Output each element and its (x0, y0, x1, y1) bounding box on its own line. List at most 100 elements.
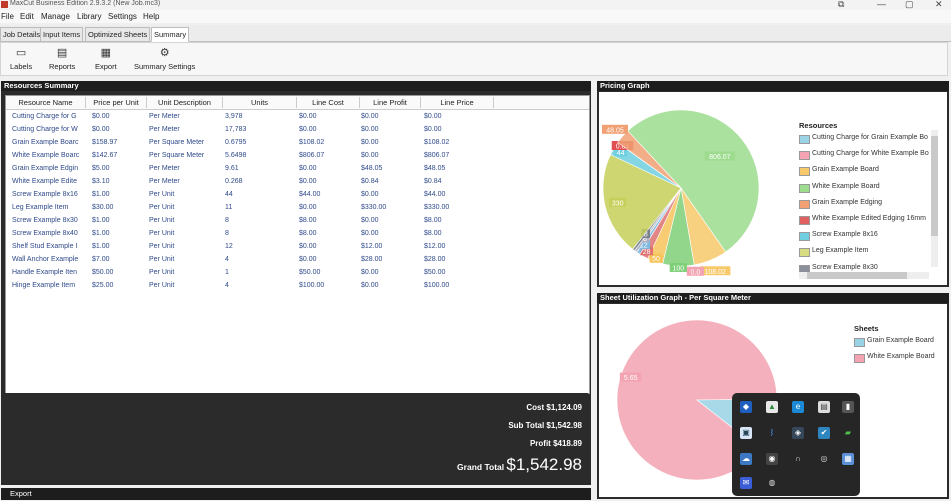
label-text: 50 (652, 256, 660, 263)
clipboard-icon[interactable]: ▤ (818, 401, 830, 413)
label-box (609, 197, 627, 207)
close-button[interactable]: ✕ (935, 0, 943, 9)
tab-input-items[interactable]: Input Items (40, 27, 84, 42)
label-box (637, 239, 651, 249)
pie-data-label: 330 (609, 197, 627, 207)
cell-unit-description: Per Unit (149, 204, 175, 211)
legend-scroll-thumb[interactable] (931, 136, 938, 236)
reports-button[interactable]: ▤ Reports (49, 47, 75, 71)
legend-scrollbar-horizontal[interactable] (799, 272, 929, 279)
legend-label: White Example Edited Edging 16mm (812, 215, 926, 222)
pie-slice[interactable] (602, 154, 682, 250)
legend-swatch (799, 151, 810, 161)
table-row[interactable]: Leg Example Item $30.00 Per Unit 11 $0.00 $33… (6, 202, 589, 215)
menu-settings[interactable]: Settings (108, 12, 137, 21)
legend-label: Screw Example 8x30 (812, 263, 878, 271)
legend-hscroll-thumb[interactable] (807, 272, 907, 279)
table-row[interactable]: Grain Example Edgin $5.00 Per Meter 9.61 $0.… (6, 163, 589, 176)
cell-line-profit: $12.00 (361, 243, 383, 250)
legend-swatch (799, 135, 810, 144)
edge-icon[interactable]: e (792, 401, 804, 413)
col-units[interactable]: Units (223, 97, 297, 108)
cell-line-profit: $0.84 (361, 178, 379, 185)
menu-manage[interactable]: Manage (41, 12, 70, 21)
summary-settings-label: Summary Settings (134, 62, 196, 71)
headset-icon[interactable]: ∩ (792, 453, 804, 465)
table-row[interactable]: Handle Example Iten $50.00 Per Unit 1 $50.00… (6, 267, 589, 280)
mail-icon[interactable]: ✉ (740, 477, 752, 489)
legend-swatch (854, 338, 865, 347)
cell-unit-description: Per Meter (149, 126, 180, 133)
toolbar: ▭ Labels ▤ Reports ▦ Export ⚙ Summary Se… (0, 42, 948, 76)
label-text: 12 (640, 242, 648, 249)
cell-line-cost: $0.00 (299, 165, 317, 172)
label-box (699, 266, 731, 276)
pricing-graph-canvas: 806.07 108.02 0.0 100 50 28 12 8 8 330 44 0.84 48.05… (599, 92, 947, 285)
util-legend: Sheets Grain Example Board White Example … (854, 324, 946, 384)
cell-unit-description: Per Meter (149, 178, 180, 185)
table-row[interactable]: Hinge Example Item $25.00 Per Unit 4 $100.00… (6, 280, 589, 293)
pricing-graph-panel: Pricing Graph 806.07 108.02 0.0 100 50 28 12 8 8… (597, 81, 949, 287)
bluetooth-icon[interactable]: ᛒ (766, 427, 778, 439)
defender-icon[interactable]: ◆ (740, 401, 752, 413)
cell-units: 12 (225, 243, 233, 250)
label-text: 0.0 (690, 269, 700, 276)
cell-line-price: $8.00 (424, 230, 442, 237)
drive-icon[interactable]: ▲ (766, 401, 778, 413)
pie-slice[interactable] (627, 109, 760, 253)
tab-job-details[interactable]: Job Details (0, 27, 44, 42)
legend-scrollbar-vertical[interactable] (931, 130, 938, 267)
menu-library[interactable]: Library (77, 12, 102, 21)
usb-icon[interactable]: ▮ (842, 401, 854, 413)
cell-resource-name: Wall Anchor Example (12, 256, 79, 263)
labels-label: Labels (10, 62, 33, 71)
col-line-profit[interactable]: Line Profit (360, 97, 421, 108)
battery-icon[interactable]: ▰ (842, 427, 854, 439)
table-row[interactable]: Wall Anchor Example $7.00 Per Unit 4 $0.00 $2… (6, 254, 589, 267)
table-header-row: Resource Name Price per Unit Unit Descri… (6, 96, 589, 110)
minimize-button[interactable]: — (877, 0, 886, 9)
tab-summary[interactable]: Summary (151, 27, 190, 42)
menu-file[interactable]: File (1, 12, 14, 21)
profit-label: Profit (529, 439, 551, 448)
display-icon[interactable]: ▣ (740, 427, 752, 439)
summary-settings-button[interactable]: ⚙ Summary Settings (134, 47, 195, 71)
folder-sync-icon[interactable]: ▦ (842, 453, 854, 465)
col-unit-description[interactable]: Unit Description (147, 97, 223, 108)
onedrive-icon[interactable]: ☁ (740, 453, 752, 465)
cell-price-per-unit: $1.00 (92, 217, 110, 224)
cell-resource-name: Leg Example Item (12, 204, 69, 211)
table-row[interactable]: Cutting Charge for W $0.00 Per Meter 17,783… (6, 124, 589, 137)
table-row[interactable]: White Example Edite $3.10 Per Meter 0.268 $0… (6, 176, 589, 189)
table-row[interactable]: White Example Boarc $142.67 Per Square Met… (6, 150, 589, 163)
table-row[interactable]: Screw Example 8x40 $1.00 Per Unit 8 $8.00 $0.… (6, 228, 589, 241)
target-icon[interactable]: ◎ (818, 453, 830, 465)
security-icon[interactable]: ✔ (818, 427, 830, 439)
col-line-price[interactable]: Line Price (421, 97, 494, 108)
menu-help[interactable]: Help (143, 12, 160, 21)
cell-units: 8 (225, 217, 229, 224)
table-row[interactable]: Grain Example Boarc $158.97 Per Square Met… (6, 137, 589, 150)
menu-edit[interactable]: Edit (20, 12, 34, 21)
col-price-per-unit[interactable]: Price per Unit (86, 97, 147, 108)
table-row[interactable]: Screw Example 8x16 $1.00 Per Unit 44 $44.00 $… (6, 189, 589, 202)
tab-optimized-sheets[interactable]: Optimized Sheets (85, 27, 151, 42)
col-line-cost[interactable]: Line Cost (297, 97, 360, 108)
table-row[interactable]: Cutting Charge for G $0.00 Per Meter 3,978 $… (6, 111, 589, 124)
record-icon[interactable]: ◍ (766, 477, 778, 489)
col-resource-name[interactable]: Resource Name (6, 97, 86, 108)
table-row[interactable]: Shelf Stud Example I $1.00 Per Unit 12 $0.00… (6, 241, 589, 254)
cell-price-per-unit: $5.00 (92, 165, 110, 172)
export-button[interactable]: ▦ Export (95, 47, 117, 71)
network-icon[interactable]: ◈ (792, 427, 804, 439)
camera-icon[interactable]: ◉ (766, 453, 778, 465)
labels-button[interactable]: ▭ Labels (10, 47, 32, 71)
table-row[interactable]: Screw Example 8x30 $1.00 Per Unit 8 $8.00 $0.… (6, 215, 589, 228)
resources-table[interactable]: Resource Name Price per Unit Unit Descri… (5, 95, 590, 394)
maximize-button[interactable]: ▢ (905, 0, 914, 9)
cell-unit-description: Per Unit (149, 230, 175, 237)
export-tab[interactable]: Export (10, 489, 32, 498)
label-box (601, 124, 628, 134)
restore-icon[interactable]: ⧉ (838, 0, 845, 9)
label-box (686, 266, 704, 276)
